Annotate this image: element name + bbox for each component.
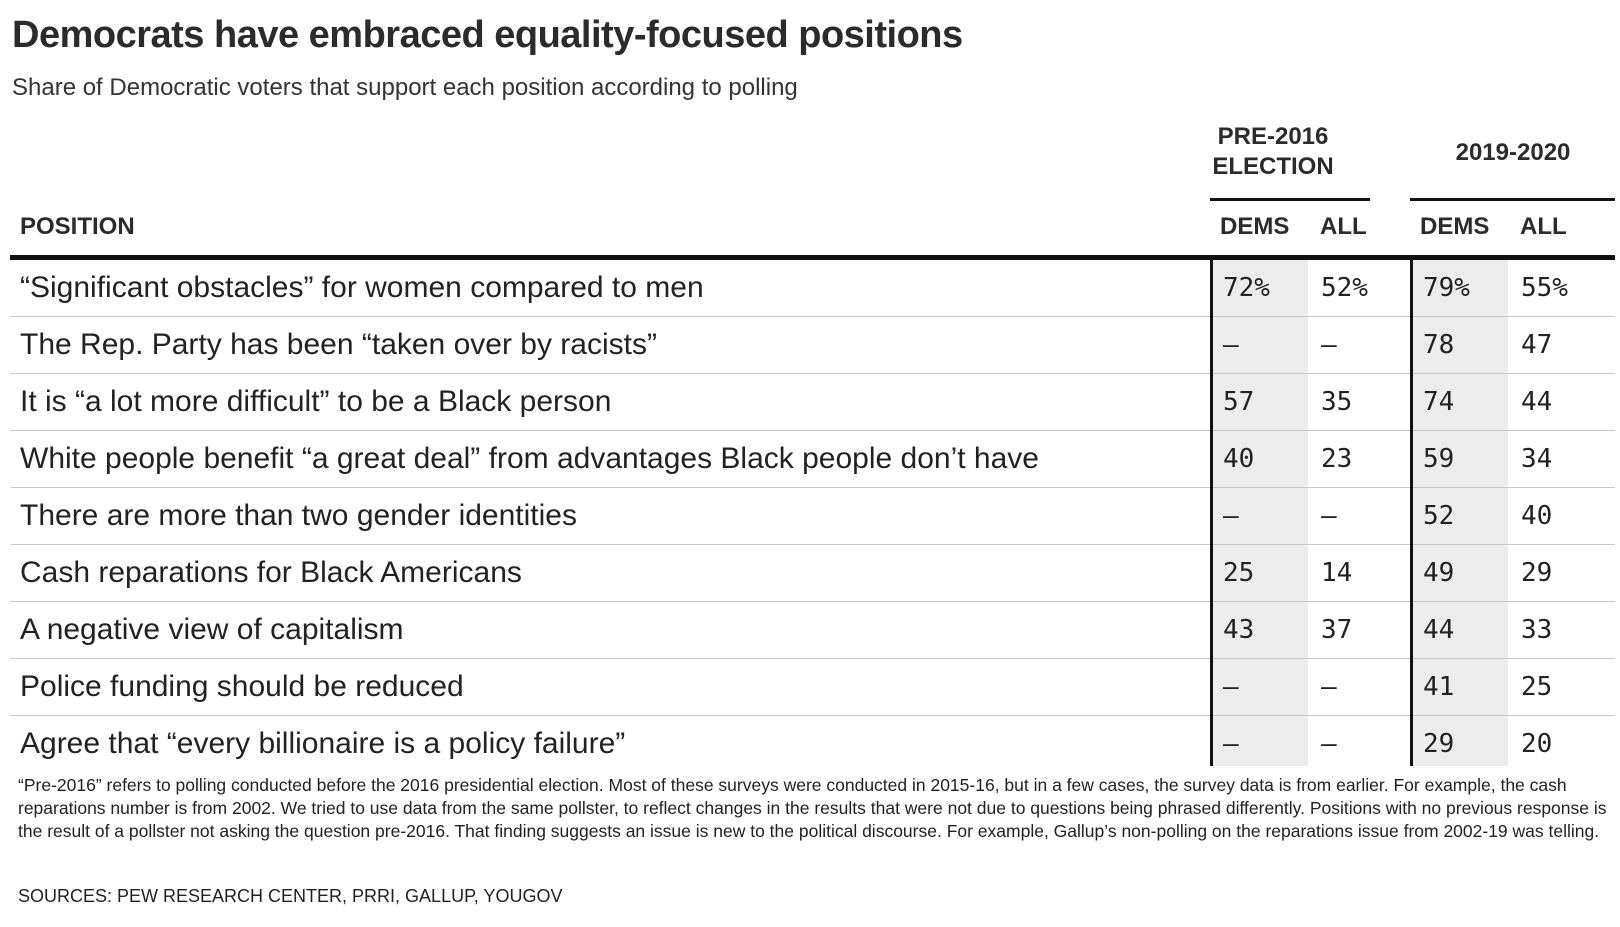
col-header-pre-2016-dems: DEMS bbox=[1220, 213, 1290, 240]
value-cell-2019-2020-all: 47 bbox=[1521, 330, 1553, 360]
position-cell: Agree that “every billionaire is a polic… bbox=[20, 727, 626, 760]
value-cell-2019-2020-all: 44 bbox=[1521, 387, 1553, 417]
group-rule-2019-2020 bbox=[1410, 198, 1615, 201]
group-header-pre-2016-line-1: PRE-2016 bbox=[1217, 123, 1329, 150]
group-header-pre-2016-line-2: ELECTION bbox=[1212, 153, 1334, 180]
value-cell-2019-2020-dems: 59 bbox=[1423, 444, 1455, 474]
table-row: “Significant obstacles” for women compar… bbox=[10, 260, 1615, 317]
position-cell: “Significant obstacles” for women compar… bbox=[20, 271, 704, 304]
table-row: The Rep. Party has been “taken over by r… bbox=[10, 317, 1615, 374]
value-cell-2019-2020-dems: 52 bbox=[1423, 501, 1455, 531]
col-header-position: POSITION bbox=[20, 213, 135, 240]
group-header-2019-2020-line-1: 2019-2020 bbox=[1455, 139, 1571, 166]
value-cell-pre-2016-all: — bbox=[1321, 729, 1337, 759]
table-body: “Significant obstacles” for women compar… bbox=[10, 260, 1615, 772]
col-header-pre-2016-all: ALL bbox=[1320, 213, 1367, 240]
value-cell-pre-2016-dems: 72% bbox=[1223, 273, 1270, 303]
value-cell-2019-2020-dems: 74 bbox=[1423, 387, 1455, 417]
value-cell-pre-2016-dems: 43 bbox=[1223, 615, 1255, 645]
group-header-2019-2020: 2019-2020 bbox=[1418, 138, 1608, 168]
position-cell: It is “a lot more difficult” to be a Bla… bbox=[20, 385, 612, 418]
chart-title: Democrats have embraced equality-focused… bbox=[12, 14, 963, 56]
value-cell-pre-2016-all: 35 bbox=[1321, 387, 1353, 417]
position-cell: White people benefit “a great deal” from… bbox=[20, 442, 1039, 475]
value-cell-pre-2016-all: 23 bbox=[1321, 444, 1353, 474]
value-cell-2019-2020-all: 40 bbox=[1521, 501, 1553, 531]
position-cell: Cash reparations for Black Americans bbox=[20, 556, 522, 589]
table-row: There are more than two gender identitie… bbox=[10, 488, 1615, 545]
table-row: Police funding should be reduced — — 41 25 bbox=[10, 659, 1615, 716]
value-cell-pre-2016-all: — bbox=[1321, 672, 1337, 702]
value-cell-2019-2020-all: 55% bbox=[1521, 273, 1568, 303]
header-rule bbox=[10, 255, 1615, 260]
value-cell-pre-2016-all: 52% bbox=[1321, 273, 1368, 303]
value-cell-pre-2016-all: 37 bbox=[1321, 615, 1353, 645]
table-row: White people benefit “a great deal” from… bbox=[10, 431, 1615, 488]
value-cell-2019-2020-all: 20 bbox=[1521, 729, 1553, 759]
value-cell-pre-2016-dems: — bbox=[1223, 501, 1239, 531]
table-row: A negative view of capitalism 43 37 44 33 bbox=[10, 602, 1615, 659]
value-cell-pre-2016-dems: — bbox=[1223, 330, 1239, 360]
value-cell-2019-2020-all: 33 bbox=[1521, 615, 1553, 645]
col-header-2019-2020-all: ALL bbox=[1520, 213, 1567, 240]
col-header-2019-2020-dems: DEMS bbox=[1420, 213, 1490, 240]
group-rule-pre-2016 bbox=[1210, 198, 1370, 201]
position-cell: The Rep. Party has been “taken over by r… bbox=[20, 328, 657, 361]
value-cell-2019-2020-dems: 78 bbox=[1423, 330, 1455, 360]
value-cell-pre-2016-dems: — bbox=[1223, 729, 1239, 759]
table-row: Cash reparations for Black Americans 25 14… bbox=[10, 545, 1615, 602]
value-cell-2019-2020-dems: 29 bbox=[1423, 729, 1455, 759]
value-cell-pre-2016-dems: 25 bbox=[1223, 558, 1255, 588]
value-cell-pre-2016-all: 14 bbox=[1321, 558, 1353, 588]
value-cell-pre-2016-dems: 57 bbox=[1223, 387, 1255, 417]
table-row: Agree that “every billionaire is a polic… bbox=[10, 716, 1615, 772]
value-cell-2019-2020-all: 34 bbox=[1521, 444, 1553, 474]
value-cell-2019-2020-dems: 49 bbox=[1423, 558, 1455, 588]
group-header-pre-2016: PRE-2016 ELECTION bbox=[1178, 122, 1368, 182]
value-cell-pre-2016-all: — bbox=[1321, 330, 1337, 360]
table-row: It is “a lot more difficult” to be a Bla… bbox=[10, 374, 1615, 431]
sources: SOURCES: PEW RESEARCH CENTER, PRRI, GALL… bbox=[18, 886, 563, 906]
value-cell-2019-2020-dems: 79% bbox=[1423, 273, 1470, 303]
value-cell-2019-2020-dems: 41 bbox=[1423, 672, 1455, 702]
divider-2019-2020 bbox=[1410, 260, 1413, 766]
value-cell-pre-2016-all: — bbox=[1321, 501, 1337, 531]
value-cell-2019-2020-all: 29 bbox=[1521, 558, 1553, 588]
value-cell-2019-2020-all: 25 bbox=[1521, 672, 1553, 702]
position-cell: There are more than two gender identitie… bbox=[20, 499, 577, 532]
position-cell: A negative view of capitalism bbox=[20, 613, 404, 646]
value-cell-2019-2020-dems: 44 bbox=[1423, 615, 1455, 645]
shade-2019-2020-dems bbox=[1413, 260, 1508, 766]
footnote: “Pre-2016” refers to polling conducted b… bbox=[18, 775, 1607, 841]
position-cell: Police funding should be reduced bbox=[20, 670, 464, 703]
chart-subtitle: Share of Democratic voters that support … bbox=[12, 74, 798, 101]
shade-pre-2016-dems bbox=[1213, 260, 1308, 766]
value-cell-pre-2016-dems: — bbox=[1223, 672, 1239, 702]
value-cell-pre-2016-dems: 40 bbox=[1223, 444, 1255, 474]
divider-pre-2016 bbox=[1210, 260, 1213, 766]
